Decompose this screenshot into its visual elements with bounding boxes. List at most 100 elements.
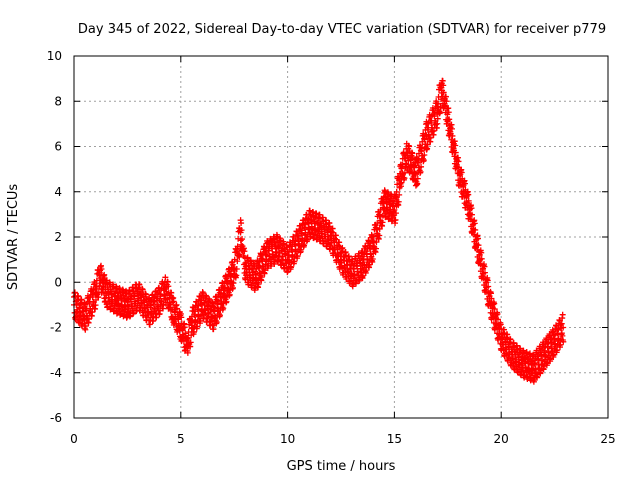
data-point — [182, 330, 189, 337]
y-tick-label: 4 — [54, 185, 62, 199]
data-point — [157, 291, 164, 298]
data-point-anchor — [295, 238, 302, 245]
data-point — [465, 191, 472, 198]
data-point-anchor — [551, 338, 558, 345]
data-point-anchor — [455, 170, 462, 177]
data-point-anchor — [404, 152, 411, 159]
data-point — [148, 302, 155, 309]
y-tick-label: -4 — [50, 366, 62, 380]
y-tick-label: 6 — [54, 140, 62, 154]
data-point-anchor — [476, 256, 483, 263]
data-point — [304, 237, 311, 244]
data-point-anchor — [135, 292, 142, 299]
data-point-anchor — [231, 267, 238, 274]
data-point-anchor — [96, 272, 103, 279]
data-point — [494, 316, 501, 323]
data-point — [294, 253, 301, 260]
data-point-anchor — [273, 245, 280, 252]
data-point-anchor — [397, 170, 404, 177]
data-point — [445, 109, 452, 116]
data-point-anchor — [530, 365, 537, 372]
x-tick-label: 25 — [600, 432, 615, 446]
data-point-anchor — [560, 324, 567, 331]
data-point — [291, 258, 298, 265]
data-point-anchor — [145, 308, 152, 315]
data-point-anchor — [434, 109, 441, 116]
y-tick-label: 2 — [54, 230, 62, 244]
data-point — [414, 175, 421, 182]
chart-title: Day 345 of 2022, Sidereal Day-to-day VTE… — [78, 22, 606, 37]
data-point-anchor — [305, 220, 312, 227]
data-point — [558, 320, 565, 327]
data-point — [234, 258, 241, 265]
data-point-anchor — [519, 360, 526, 367]
data-point-anchor — [162, 286, 169, 293]
data-point-anchor — [423, 132, 430, 139]
data-point — [452, 142, 459, 149]
data-point — [185, 334, 192, 341]
data-point — [214, 297, 221, 304]
x-tick-label: 0 — [70, 432, 78, 446]
data-point — [395, 198, 402, 205]
data-point — [178, 314, 185, 321]
data-point — [481, 263, 488, 270]
x-tick-label: 15 — [387, 432, 402, 446]
data-point-anchor — [540, 351, 547, 358]
data-point — [98, 265, 105, 272]
data-point-anchor — [391, 206, 398, 213]
data-point-anchor — [184, 342, 191, 349]
data-point — [230, 280, 237, 287]
data-point — [411, 171, 418, 178]
data-point — [434, 120, 441, 127]
data-point-anchor — [498, 335, 505, 342]
data-point — [184, 349, 191, 356]
data-point — [494, 311, 501, 318]
data-point-anchor — [252, 274, 259, 281]
data-point — [360, 272, 367, 279]
data-point — [239, 236, 246, 243]
x-tick-label: 10 — [280, 432, 295, 446]
data-point — [194, 323, 201, 330]
data-point — [401, 175, 408, 182]
data-point-anchor — [487, 301, 494, 308]
data-point — [554, 347, 561, 354]
data-point-anchor — [284, 256, 291, 263]
data-point — [211, 304, 218, 311]
y-tick-label: 8 — [54, 94, 62, 108]
data-point — [461, 180, 468, 187]
data-point-anchor — [380, 200, 387, 207]
data-point — [481, 269, 488, 276]
data-point-anchor — [370, 243, 377, 250]
data-point-anchor — [237, 229, 244, 236]
data-point — [484, 277, 491, 284]
data-point — [452, 149, 459, 156]
data-point — [190, 329, 197, 336]
data-point-anchor — [103, 290, 110, 297]
data-point — [465, 197, 472, 204]
data-point-anchor — [220, 290, 227, 297]
data-point-anchor — [199, 301, 206, 308]
data-point — [170, 298, 177, 305]
data-point-anchor — [444, 116, 451, 123]
data-point — [448, 125, 455, 132]
data-point-anchor — [412, 170, 419, 177]
data-point — [471, 220, 478, 227]
data-point-anchor — [348, 270, 355, 277]
data-point — [424, 141, 431, 148]
data-point-anchor — [81, 313, 88, 320]
y-axis-label: SDTVAR / TECUs — [6, 184, 21, 291]
data-point — [487, 290, 494, 297]
data-point — [491, 305, 498, 312]
data-point — [420, 157, 427, 164]
data-point — [174, 305, 181, 312]
y-tick-label: 0 — [54, 275, 62, 289]
data-point — [86, 316, 93, 323]
data-point-anchor — [316, 224, 323, 231]
data-point — [488, 295, 495, 302]
data-point — [458, 169, 465, 176]
data-point — [376, 232, 383, 239]
data-point-anchor — [124, 301, 131, 308]
data-point-anchor — [209, 313, 216, 320]
data-point — [93, 283, 100, 290]
